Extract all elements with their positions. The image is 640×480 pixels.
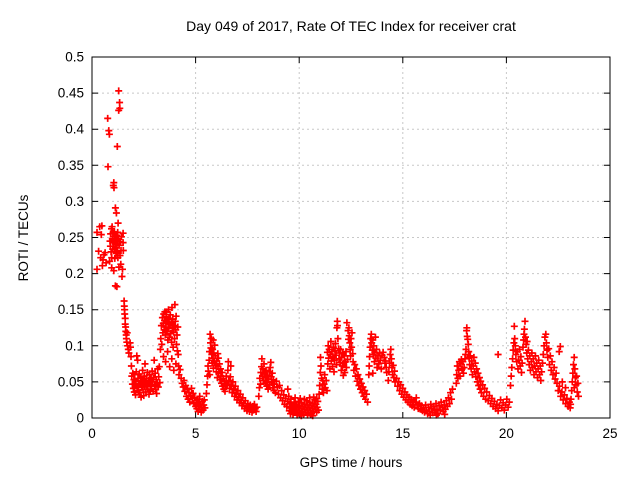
x-tick-label: 10 bbox=[292, 426, 307, 441]
y-tick-label: 0.1 bbox=[65, 338, 84, 353]
y-tick-label: 0.15 bbox=[58, 302, 84, 317]
scatter-points-path bbox=[93, 87, 582, 420]
x-tick-label: 25 bbox=[602, 426, 617, 441]
y-tick-label: 0.45 bbox=[58, 86, 84, 101]
x-axis-label: GPS time / hours bbox=[300, 455, 403, 470]
y-tick-label: 0.05 bbox=[58, 374, 84, 389]
gridlines-path bbox=[92, 57, 610, 418]
grid-layer bbox=[92, 57, 610, 418]
y-tick-label: 0 bbox=[76, 411, 84, 426]
y-tick-label: 0.2 bbox=[65, 266, 84, 281]
x-tick-label: 15 bbox=[395, 426, 410, 441]
y-tick-label: 0.3 bbox=[65, 194, 84, 209]
y-axis-label: ROTI / TECUs bbox=[16, 194, 31, 281]
chart-title: Day 049 of 2017, Rate Of TEC Index for r… bbox=[186, 18, 516, 34]
x-tick-label: 5 bbox=[192, 426, 200, 441]
y-tick-label: 0.5 bbox=[65, 50, 84, 65]
tick-label-layer: 0 0.05 0.1 0.15 0.2 0.25 0.3 0.35 0.4 0.45 0.5 0 5 10… bbox=[58, 50, 618, 442]
y-tick-label: 0.25 bbox=[58, 230, 84, 245]
plot-border bbox=[91, 56, 611, 419]
x-tick-label: 20 bbox=[499, 426, 514, 441]
y-tick-label: 0.4 bbox=[65, 122, 84, 137]
data-point-layer bbox=[93, 87, 582, 420]
x-tick-label: 0 bbox=[88, 426, 96, 441]
y-tick-label: 0.35 bbox=[58, 158, 84, 173]
